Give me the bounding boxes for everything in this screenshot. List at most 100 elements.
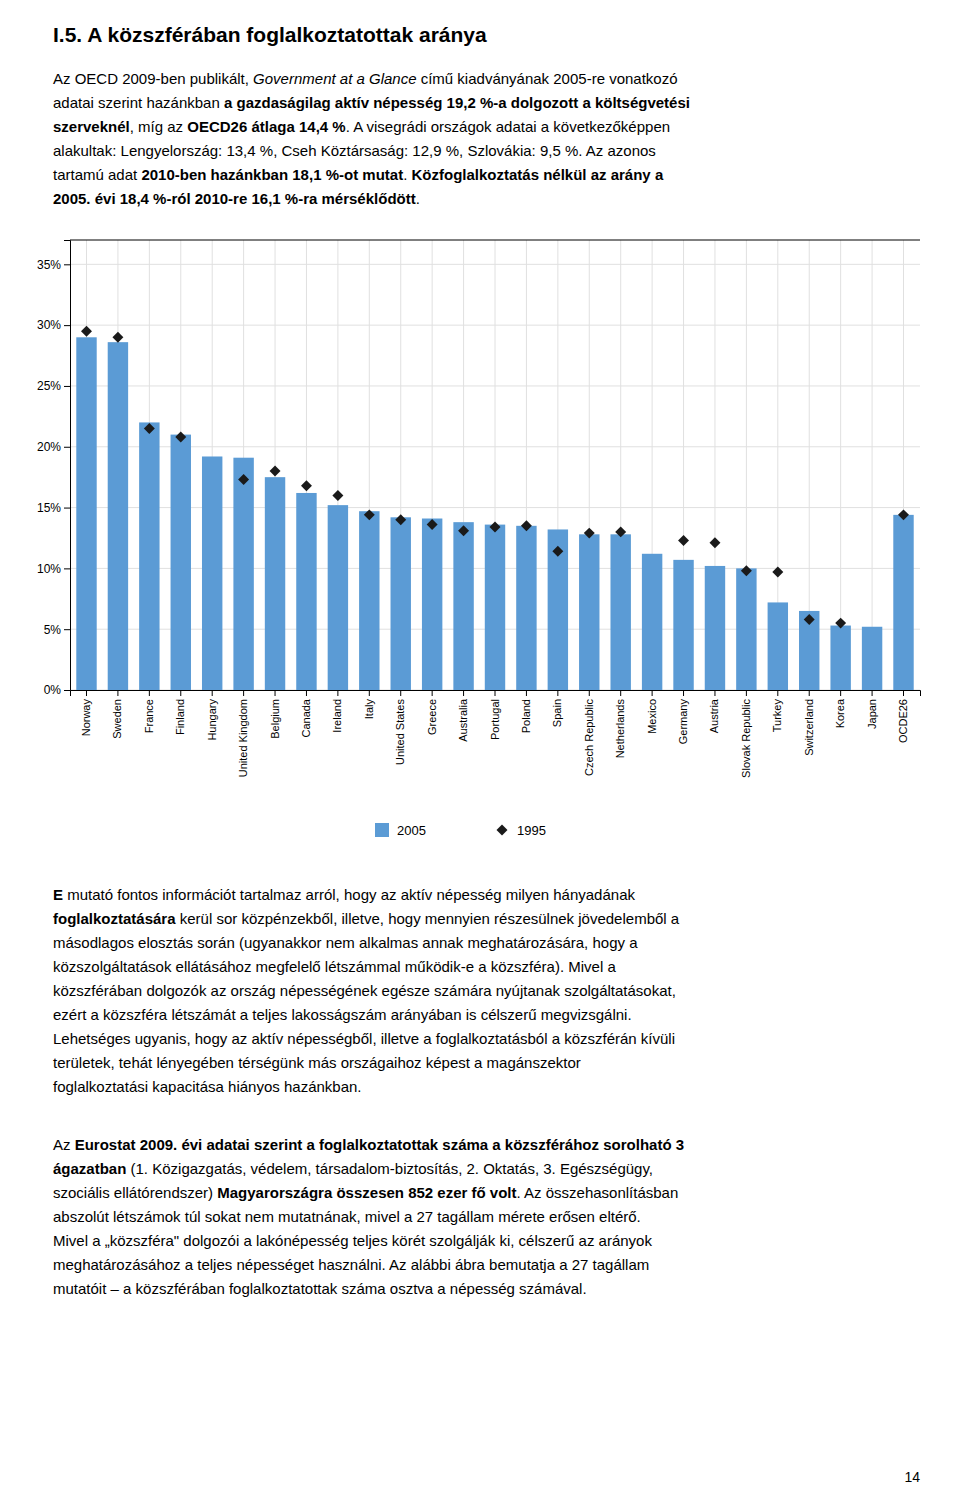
tick-mark <box>149 690 150 696</box>
bar <box>139 422 159 690</box>
tick: 30% <box>37 318 70 332</box>
text-run: Közfoglalkoztatás nélkül az arány a <box>411 166 663 183</box>
legend-label: 2005 <box>397 823 426 838</box>
bar <box>736 568 756 690</box>
bar <box>171 435 191 690</box>
tick: 0% <box>44 683 70 697</box>
tick-label: Finland <box>174 699 186 735</box>
tick-label: 30% <box>37 318 61 332</box>
tick: 25% <box>37 379 70 393</box>
tick: 35% <box>37 258 70 272</box>
text-run: OECD26 átlaga 14,4 % <box>187 118 345 135</box>
axis-line <box>71 691 921 697</box>
text-run: . <box>403 166 411 183</box>
bar <box>516 526 536 690</box>
bar <box>799 611 819 690</box>
text-run: . Az összehasonlításban <box>517 1184 679 1201</box>
text-run: Lehetséges ugyanis, hogy az aktív népess… <box>53 1030 675 1047</box>
text-run: meghatározásához a teljes népességet has… <box>53 1256 649 1273</box>
tick-mark <box>495 690 496 696</box>
chart: 0%5%10%15%20%25%30%35%NorwaySwedenFrance… <box>37 240 921 838</box>
paragraph-line: foglalkoztatási kapacitása hiányos hazán… <box>53 1078 362 1095</box>
text-run: ágazatban <box>53 1160 126 1177</box>
legend: 2005 1995 <box>375 823 546 838</box>
marker <box>678 535 689 546</box>
text-run: foglalkoztatási kapacitása hiányos hazán… <box>53 1078 362 1095</box>
bar <box>862 627 882 690</box>
bar <box>453 522 473 690</box>
text-run: adatai szerint hazánkban <box>53 94 224 111</box>
tick-label: Netherlands <box>614 699 626 759</box>
tick-mark <box>777 690 778 696</box>
bar <box>548 529 568 690</box>
paragraph-line: közszférában dolgozók az ország népesség… <box>53 982 676 999</box>
tick-mark <box>64 690 70 691</box>
text-run: mutatóit – a közszférában foglalkoztatot… <box>53 1280 587 1297</box>
paragraph-line: foglalkoztatására kerül sor közpénzekből… <box>53 910 680 927</box>
tick-mark <box>243 690 244 696</box>
tick: Japan <box>866 690 878 729</box>
text-run: mutató fontos információt tartalmaz arró… <box>63 886 635 903</box>
tick-mark <box>180 690 181 696</box>
marker <box>364 509 375 520</box>
tick-mark <box>714 690 715 696</box>
paragraph-line: Az OECD 2009-ben publikált, Government a… <box>53 70 678 87</box>
page-title: I.5. A közszférában foglalkoztatottak ar… <box>53 23 487 46</box>
paragraph-line: ezért a közszféra létszámát a teljes lak… <box>53 1006 632 1023</box>
page-number: 14 <box>904 1469 920 1485</box>
bar <box>202 456 222 690</box>
tick-label: 10% <box>37 562 61 576</box>
tick-label: Switzerland <box>803 699 815 756</box>
tick-mark <box>840 690 841 696</box>
bar <box>76 337 96 690</box>
tick-label: Japan <box>866 699 878 729</box>
bar <box>610 534 630 690</box>
text-run: kerül sor közpénzekből, illetve, hogy me… <box>176 910 680 927</box>
tick: Norway <box>80 690 92 736</box>
tick-label: United States <box>394 699 406 766</box>
marker <box>709 537 720 548</box>
tick: France <box>143 690 155 733</box>
bar <box>705 566 725 690</box>
tick-label: 5% <box>44 623 62 637</box>
tick: Netherlands <box>614 690 626 758</box>
text-run: Az OECD 2009-ben publikált, <box>53 70 253 87</box>
tick: Poland <box>520 690 532 733</box>
tick-mark <box>746 690 747 696</box>
axis-line <box>64 241 71 691</box>
tick: Korea <box>834 690 846 728</box>
tick: Germany <box>677 690 689 744</box>
text-run: . <box>416 190 420 207</box>
tick-mark <box>212 690 213 696</box>
paragraph-line: ágazatban (1. Közigazgatás, védelem, tár… <box>53 1160 653 1177</box>
legend-swatch <box>375 823 389 837</box>
marker <box>458 525 469 536</box>
tick: Belgium <box>269 690 281 739</box>
text-run: szociális ellátórendszer) <box>53 1184 217 1201</box>
paragraph-line: meghatározásához a teljes népességet has… <box>53 1256 649 1273</box>
text-run: tartamú adat <box>53 166 141 183</box>
marker <box>741 565 752 576</box>
bar <box>642 554 662 690</box>
marker <box>144 423 155 434</box>
tick: 10% <box>37 562 70 576</box>
tick-label: Hungary <box>206 699 218 741</box>
tick: Canada <box>300 690 312 738</box>
tick-label: Norway <box>80 699 92 737</box>
paragraph-line: szociális ellátórendszer) Magyarországra… <box>53 1184 678 1201</box>
marker <box>270 466 281 477</box>
bar <box>422 519 442 690</box>
bar <box>328 505 348 690</box>
legend-label: 1995 <box>517 823 546 838</box>
bar <box>391 517 411 690</box>
paragraph: Az Eurostat 2009. évi adatai szerint a f… <box>53 1136 684 1297</box>
tick-label: 15% <box>37 501 61 515</box>
text-run: másodlagos elosztás során (ugyanakkor ne… <box>53 934 638 951</box>
marker <box>490 522 501 533</box>
tick-mark <box>463 690 464 696</box>
paragraph-line: tartamú adat 2010-ben hazánkban 18,1 %-o… <box>53 166 664 183</box>
tick-label: Germany <box>677 699 689 745</box>
paragraph-line: Lehetséges ugyanis, hogy az aktív népess… <box>53 1030 675 1047</box>
bar <box>265 477 285 690</box>
text-run: . A visegrádi országok adatai a következ… <box>346 118 670 135</box>
